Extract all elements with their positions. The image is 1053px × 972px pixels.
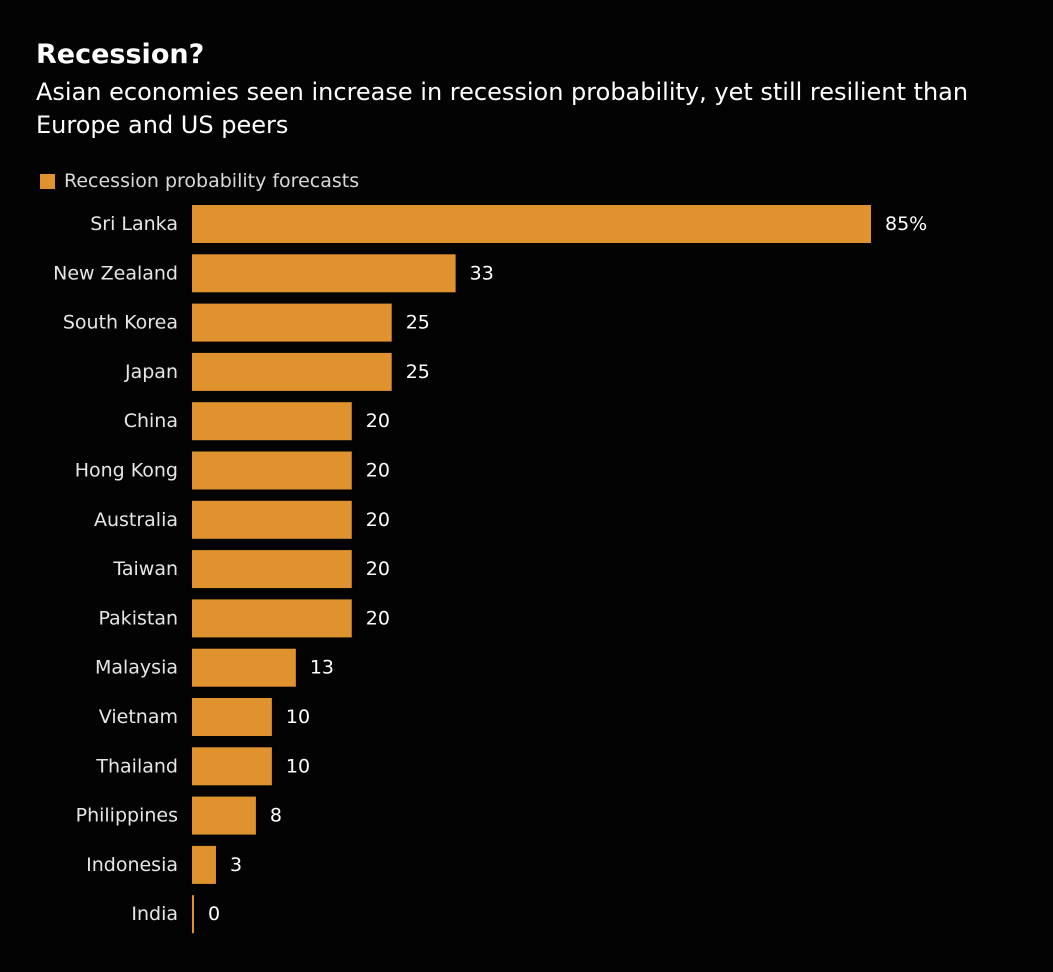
bar-indonesia — [192, 846, 216, 884]
category-label-malaysia: Malaysia — [95, 657, 178, 679]
value-label-philippines: 8 — [270, 805, 282, 827]
value-label-india: 0 — [208, 903, 220, 925]
bar-malaysia — [192, 649, 296, 687]
value-label-new-zealand: 33 — [470, 262, 494, 284]
category-label-japan: Japan — [124, 361, 178, 383]
bar-vietnam — [192, 698, 272, 736]
value-label-japan: 25 — [406, 361, 430, 383]
bar-south-korea — [192, 304, 392, 342]
bar-new-zealand — [192, 254, 456, 292]
value-label-china: 20 — [366, 410, 390, 432]
category-label-new-zealand: New Zealand — [53, 262, 178, 284]
bar-thailand — [192, 747, 272, 785]
value-label-indonesia: 3 — [230, 854, 242, 876]
category-label-taiwan: Taiwan — [112, 558, 178, 580]
value-label-malaysia: 13 — [310, 657, 334, 679]
category-label-indonesia: Indonesia — [86, 854, 178, 876]
bar-hong-kong — [192, 452, 352, 490]
value-label-pakistan: 20 — [366, 607, 390, 629]
category-label-thailand: Thailand — [95, 755, 178, 777]
bar-india — [192, 895, 194, 933]
bar-china — [192, 402, 352, 440]
bar-sri-lanka — [192, 205, 871, 243]
category-label-pakistan: Pakistan — [98, 607, 178, 629]
category-label-sri-lanka: Sri Lanka — [90, 213, 178, 235]
bar-pakistan — [192, 599, 352, 637]
category-label-south-korea: South Korea — [63, 312, 178, 334]
value-label-south-korea: 25 — [406, 312, 430, 334]
category-label-hong-kong: Hong Kong — [75, 460, 178, 482]
bar-australia — [192, 501, 352, 539]
category-label-china: China — [124, 410, 178, 432]
value-label-thailand: 10 — [286, 755, 310, 777]
category-label-vietnam: Vietnam — [99, 706, 178, 728]
value-label-taiwan: 20 — [366, 558, 390, 580]
bar-taiwan — [192, 550, 352, 588]
value-label-sri-lanka: 85% — [885, 213, 927, 235]
value-label-hong-kong: 20 — [366, 460, 390, 482]
category-label-india: India — [131, 903, 178, 925]
bars-layer: Sri Lanka 85% New Zealand 33 South Korea 25 Ja… — [53, 205, 927, 933]
bar-japan — [192, 353, 392, 391]
value-label-australia: 20 — [366, 509, 390, 531]
category-label-australia: Australia — [94, 509, 178, 531]
bar-philippines — [192, 797, 256, 835]
category-label-philippines: Philippines — [76, 805, 178, 827]
value-label-vietnam: 10 — [286, 706, 310, 728]
